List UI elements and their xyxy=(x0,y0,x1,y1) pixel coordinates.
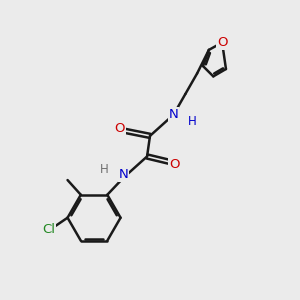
Text: N: N xyxy=(169,108,178,121)
Text: O: O xyxy=(217,36,227,49)
Text: O: O xyxy=(169,158,180,171)
Text: H: H xyxy=(188,115,196,128)
Text: Cl: Cl xyxy=(42,223,55,236)
Text: N: N xyxy=(118,168,128,181)
Text: H: H xyxy=(100,163,109,176)
Text: O: O xyxy=(114,122,125,135)
